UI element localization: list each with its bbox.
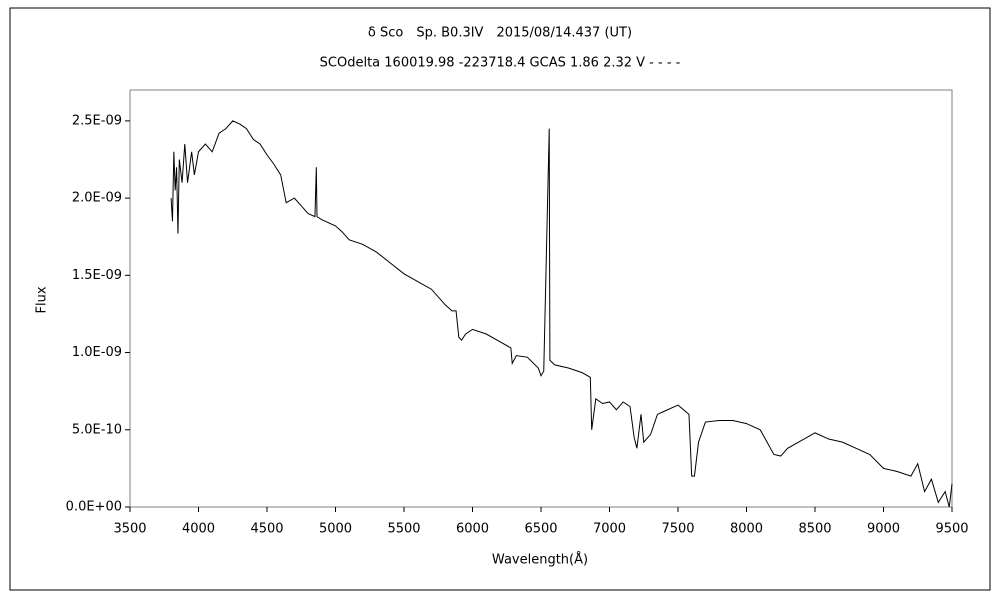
x-tick-label: 7000 <box>593 522 626 537</box>
x-tick-label: 3500 <box>113 522 146 537</box>
chart-border <box>9 7 991 591</box>
spectrum-line <box>170 120 953 508</box>
x-tick-label: 5000 <box>319 522 352 537</box>
x-tick-label: 9000 <box>867 522 900 537</box>
x-tick-label: 6000 <box>456 522 489 537</box>
x-tick-label: 8500 <box>798 522 831 537</box>
y-tick-label: 2.5E-09 <box>72 113 122 128</box>
x-tick-label: 7500 <box>661 522 694 537</box>
y-tick-label: 1.0E-09 <box>72 345 122 360</box>
chart-subtitle: SCOdelta 160019.98 -223718.4 GCAS 1.86 2… <box>320 56 681 71</box>
y-tick-label: 1.5E-09 <box>72 268 122 283</box>
y-axis-label: Flux <box>35 286 50 313</box>
x-tick-label: 6500 <box>524 522 557 537</box>
x-tick-label: 9500 <box>935 522 968 537</box>
y-tick-label: 0.0E+00 <box>66 500 122 515</box>
chart-title: δ Sco Sp. B0.3IV 2015/08/14.437 (UT) <box>368 26 632 41</box>
y-tick-label: 2.0E-09 <box>72 191 122 206</box>
x-tick-label: 5500 <box>387 522 420 537</box>
x-tick-label: 8000 <box>730 522 763 537</box>
y-tick-label: 5.0E-10 <box>72 422 122 437</box>
x-tick-label: 4500 <box>250 522 283 537</box>
x-axis-label: Wavelength(Å) <box>492 552 588 568</box>
x-tick-label: 4000 <box>182 522 215 537</box>
